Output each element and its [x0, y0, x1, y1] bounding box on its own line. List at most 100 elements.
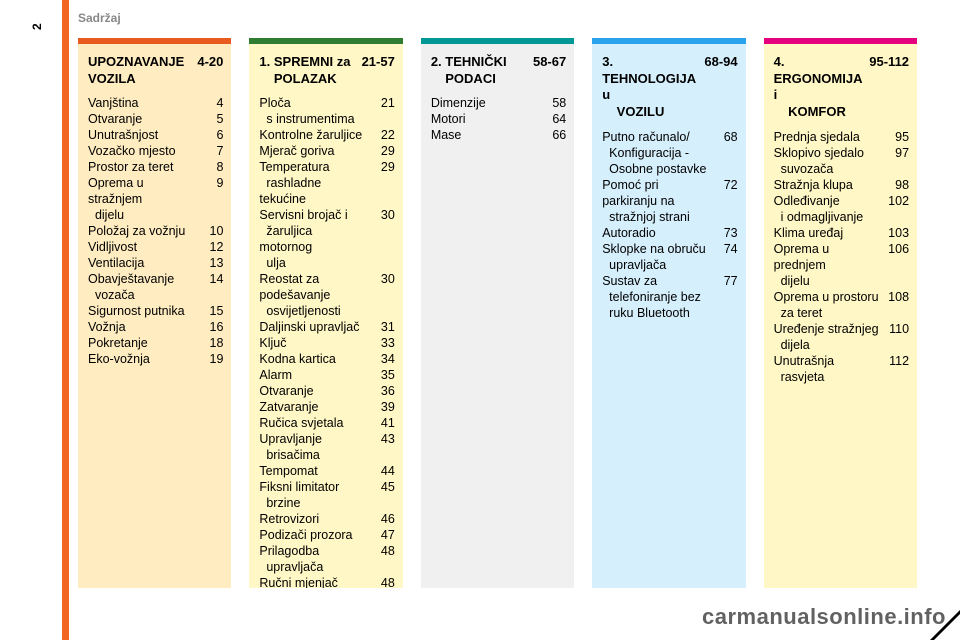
toc-entry: Stražnja klupa 98 [774, 177, 909, 193]
entry-page: 19 [201, 351, 223, 367]
entry-page: 46 [373, 511, 395, 527]
entry-label: Otvaranje [259, 383, 319, 399]
entry-page: 98 [887, 177, 909, 193]
entry-label: Kontrolne žaruljice [259, 127, 368, 143]
watermark-text: carmanualsonline.info [702, 604, 946, 630]
toc-entry: Zatvaranje 39 [259, 399, 394, 415]
entry-page: 33 [373, 335, 395, 351]
column-title: 2. TEHNIČKI PODACI [431, 54, 513, 87]
toc-entry: Obavještavanje vozača14 [88, 271, 223, 303]
toc-entry: Pokretanje18 [88, 335, 223, 351]
spine-bar [62, 0, 69, 640]
column-title: 1. SPREMNI za POLAZAK [259, 54, 356, 87]
entry-page: 43 [373, 431, 395, 447]
toc-entry: Prilagodba upravljača48 [259, 543, 394, 575]
column-heading: 1. SPREMNI za POLAZAK21-57 [259, 54, 394, 87]
entry-page: 6 [201, 127, 223, 143]
toc-entry: Dimenzije58 [431, 95, 566, 111]
entry-page: 112 [887, 353, 909, 369]
page: 2 Sadržaj UPOZNAVANJEVOZILA4-20Vanjština… [0, 0, 960, 640]
entry-page: 29 [373, 143, 395, 159]
entry-label: Položaj za vožnju [88, 223, 191, 239]
column-page-range: 95-112 [869, 54, 909, 71]
entry-page: 95 [887, 129, 909, 145]
toc-entry: Ručni mjenjač48 [259, 575, 394, 588]
entry-label: Vozačko mjesto [88, 143, 182, 159]
entry-page: 44 [373, 463, 395, 479]
toc-entry: Oprema u stražnjem dijelu9 [88, 175, 223, 223]
toc-entry: Temperatura rashladne tekućine29 [259, 159, 394, 207]
toc-column: 4. ERGONOMIJA i KOMFOR95-112 Prednja sjed… [764, 38, 917, 588]
entry-page: 8 [201, 159, 223, 175]
entry-label: Sustav za telefoniranje bez ruku Bluetoo… [602, 273, 707, 321]
toc-entry: Retrovizori 46 [259, 511, 394, 527]
entry-label: Oprema u prostoru za teret [774, 289, 885, 321]
entry-page: 36 [373, 383, 395, 399]
entry-label: Stražnja klupa [774, 177, 859, 193]
entry-label: Tempomat [259, 463, 323, 479]
entry-label: Prostor za teret [88, 159, 179, 175]
toc-entry: Motori64 [431, 111, 566, 127]
entry-page: 47 [373, 527, 395, 543]
entry-page: 31 [373, 319, 395, 335]
entry-label: Zatvaranje [259, 399, 324, 415]
entry-label: Retrovizori [259, 511, 325, 527]
entry-label: Ventilacija [88, 255, 150, 271]
entry-page: 30 [373, 207, 395, 223]
toc-entry: Kodna kartica34 [259, 351, 394, 367]
column-body: UPOZNAVANJEVOZILA4-20 Vanjština4Otvaranje… [78, 44, 231, 588]
entry-label: Unutrašnja rasvjeta [774, 353, 840, 385]
entry-page: 13 [201, 255, 223, 271]
toc-entry: Putno računalo/ Konfiguracija - Osobne p… [602, 129, 737, 177]
entry-label: Dimenzije [431, 95, 492, 111]
entry-label: Odleđivanje i odmagljivanje [774, 193, 870, 225]
entry-page: 21 [373, 95, 395, 111]
entry-label: Servisni brojač i žaruljica motornog ulj… [259, 207, 372, 271]
entry-label: Vožnja [88, 319, 132, 335]
entry-label: Mase [431, 127, 468, 143]
entry-page: 39 [373, 399, 395, 415]
entry-label: Ručica svjetala [259, 415, 349, 431]
entry-page: 41 [373, 415, 395, 431]
toc-entry: Odleđivanje i odmagljivanje102 [774, 193, 909, 225]
entry-label: Putno računalo/ Konfiguracija - Osobne p… [602, 129, 712, 177]
entry-label: Ključ [259, 335, 292, 351]
entry-label: Oprema u prednjem dijelu [774, 241, 887, 289]
entry-label: Upravljanje brisačima [259, 431, 328, 463]
entry-label: Autoradio [602, 225, 662, 241]
toc-entry: Ključ 33 [259, 335, 394, 351]
toc-entry: Vozačko mjesto7 [88, 143, 223, 159]
entry-list: Putno računalo/ Konfiguracija - Osobne p… [602, 129, 737, 321]
entry-label: Oprema u stražnjem dijelu [88, 175, 201, 223]
toc-entry: Autoradio 73 [602, 225, 737, 241]
toc-entry: Tempomat 44 [259, 463, 394, 479]
entry-page: 66 [544, 127, 566, 143]
entry-page: 48 [373, 575, 395, 588]
toc-entry: Unutrašnja rasvjeta 112 [774, 353, 909, 385]
entry-label: Sigurnost putnika [88, 303, 191, 319]
entry-page: 73 [716, 225, 738, 241]
entry-page: 64 [544, 111, 566, 127]
entry-list: Vanjština4Otvaranje5Unutrašnjost6Vozačko… [88, 95, 223, 367]
toc-entry: Sklopivo sjedalo suvozača97 [774, 145, 909, 177]
column-heading: UPOZNAVANJEVOZILA4-20 [88, 54, 223, 87]
entry-list: Prednja sjedala95Sklopivo sjedalo suvoza… [774, 129, 909, 385]
entry-page: 14 [201, 271, 223, 287]
entry-label: Fiksni limitator brzine [259, 479, 345, 511]
entry-page: 77 [716, 273, 738, 289]
column-heading: 4. ERGONOMIJA i KOMFOR95-112 [774, 54, 909, 121]
entry-page: 110 [887, 321, 909, 337]
entry-page: 18 [201, 335, 223, 351]
column-body: 1. SPREMNI za POLAZAK21-57 Ploča s instru… [249, 44, 402, 588]
entry-page: 106 [887, 241, 909, 257]
entry-label: Temperatura rashladne tekućine [259, 159, 372, 207]
entry-page: 22 [373, 127, 395, 143]
column-title: UPOZNAVANJEVOZILA [88, 54, 190, 87]
entry-page: 9 [201, 175, 223, 191]
toc-entry: Fiksni limitator brzine45 [259, 479, 394, 511]
toc-entry: Sklopke na obruču upravljača74 [602, 241, 737, 273]
entry-label: Ploča s instrumentima [259, 95, 360, 127]
toc-entry: Ručica svjetala 41 [259, 415, 394, 431]
column-body: 2. TEHNIČKI PODACI 58-67 Dimenzije58Motori… [421, 44, 574, 588]
column-page-range: 58-67 [533, 54, 566, 71]
